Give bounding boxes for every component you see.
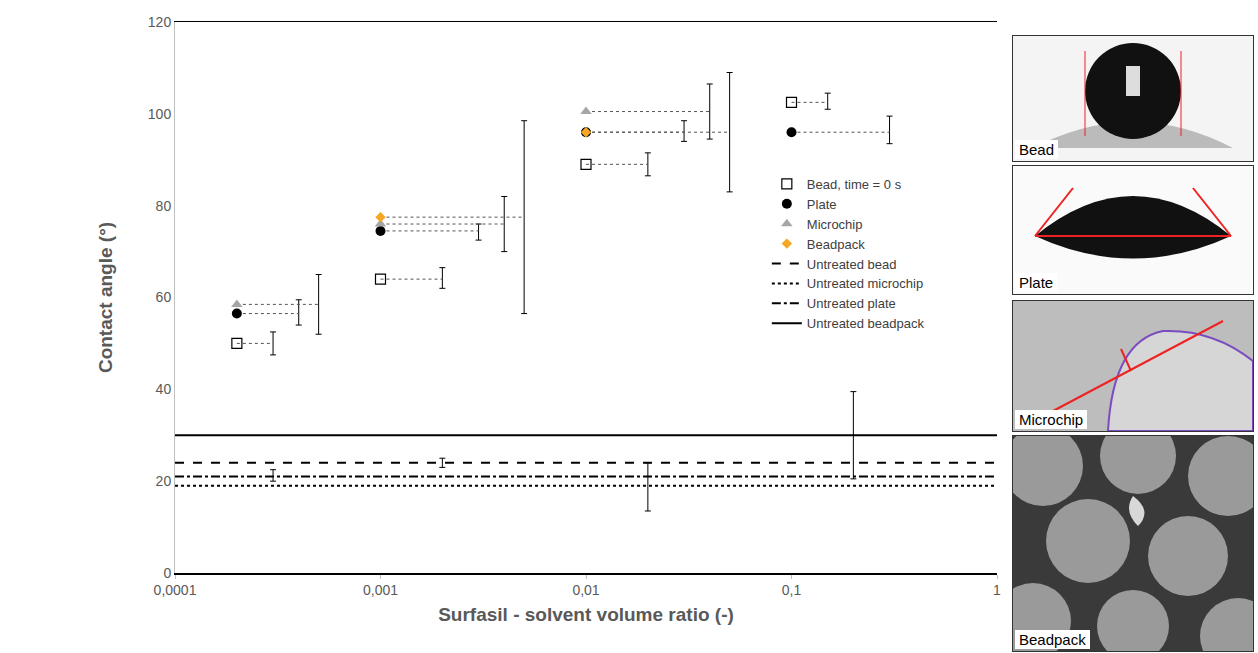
svg-text:60: 60 (156, 289, 172, 305)
svg-text:1: 1 (993, 582, 1001, 598)
svg-text:Untreated bead: Untreated bead (807, 257, 897, 272)
svg-text:20: 20 (156, 473, 172, 489)
svg-text:80: 80 (156, 198, 172, 214)
svg-text:Surfasil - solvent volume rati: Surfasil - solvent volume ratio (-) (438, 604, 734, 625)
html-text:Bead: Bead (1019, 141, 1054, 158)
svg-text:Untreated plate: Untreated plate (807, 296, 896, 311)
svg-text:0: 0 (163, 565, 171, 581)
svg-text:120: 120 (148, 14, 172, 30)
svg-text:Microchip: Microchip (807, 217, 863, 232)
svg-text:Contact angle (°): Contact angle (°) (95, 222, 116, 373)
svg-text:Untreated beadpack: Untreated beadpack (807, 316, 925, 331)
svg-text:Bead, time = 0 s: Bead, time = 0 s (807, 177, 902, 192)
svg-text:0,0001: 0,0001 (154, 582, 197, 598)
svg-text:0,001: 0,001 (363, 582, 398, 598)
html-text:Microchip: Microchip (1019, 411, 1084, 428)
svg-text:Beadpack: Beadpack (807, 237, 865, 252)
svg-text:0,01: 0,01 (572, 582, 599, 598)
svg-text:100: 100 (148, 106, 172, 122)
html-text:Plate: Plate (1019, 274, 1054, 291)
svg-text:0,1: 0,1 (782, 582, 802, 598)
svg-text:Untreated microchip: Untreated microchip (807, 276, 923, 291)
svg-text:Plate: Plate (807, 197, 837, 212)
html-text:Beadpack: Beadpack (1019, 631, 1086, 648)
svg-text:40: 40 (156, 381, 172, 397)
